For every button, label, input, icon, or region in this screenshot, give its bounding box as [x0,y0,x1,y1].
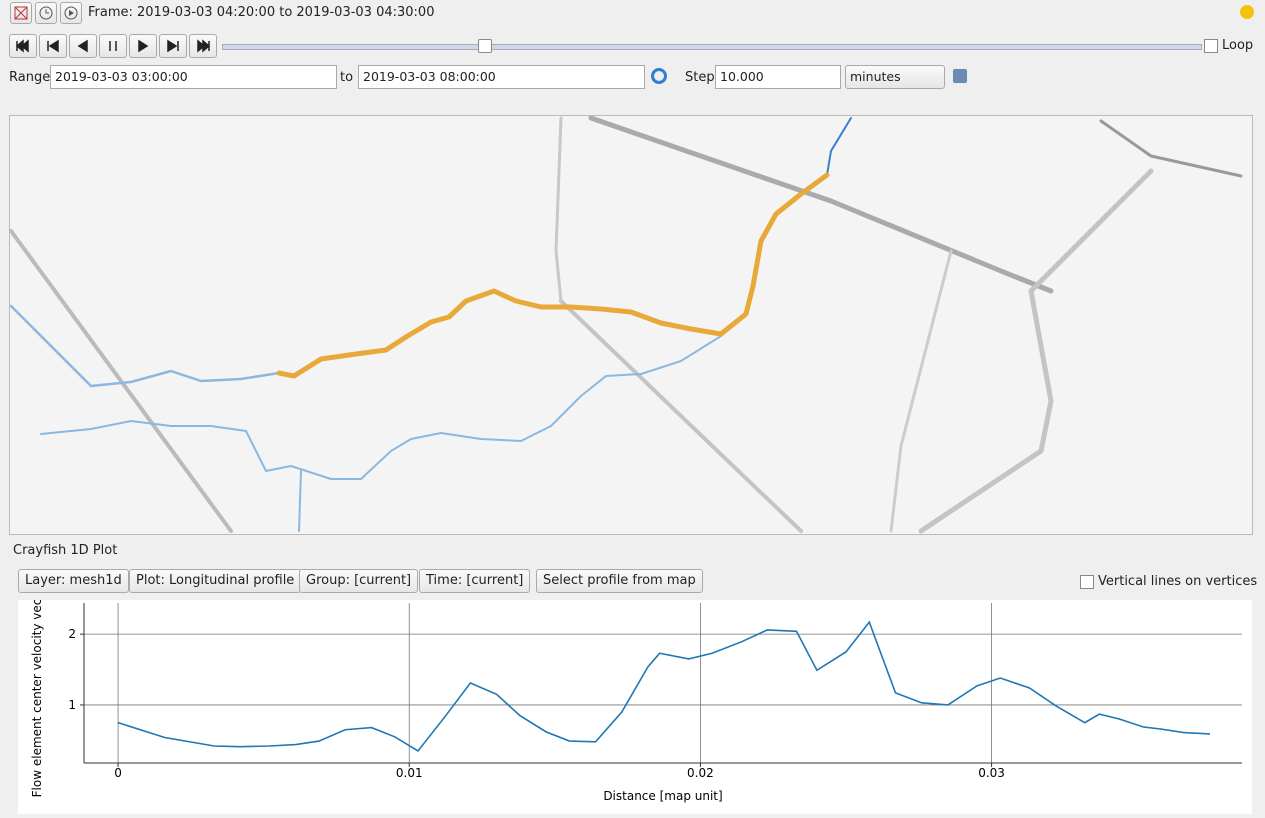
icon [47,39,59,53]
to-label: to [340,70,354,85]
playback-button[interactable] [99,34,127,58]
frame-label: Frame: 2019-03-03 04:20:00 to 2019-03-03… [88,5,435,20]
animate-button[interactable] [60,2,82,24]
panel-button[interactable]: Time: [current] [419,569,531,593]
y-tick-label: 2 [68,627,76,641]
panel-button[interactable]: Group: [current] [299,569,419,593]
icon [15,39,29,53]
step-unit-select[interactable]: minutes [845,65,945,89]
icon [77,39,88,53]
icon [197,39,211,53]
panel-button[interactable]: Layer: mesh1d [18,569,129,593]
plot: 0 0.01 0.02 0.03 1 2 Distance [map unit] Flow e… [18,600,1252,814]
settings-icon[interactable] [1240,5,1254,19]
panel-button[interactable]: Select profile from map [536,569,703,593]
step-input[interactable]: 10.000 [715,65,841,89]
step-label: Step [685,70,715,85]
x-axis-label: Distance [map unit] [603,789,722,803]
refresh-button[interactable] [651,68,667,84]
panel-button[interactable]: Plot: Longitudinal profile [129,569,302,593]
icon [109,41,117,51]
clock-button[interactable] [35,2,57,24]
playback-button[interactable] [69,34,97,58]
x-tick-label: 0 [114,766,122,780]
x-tick-label: 0.03 [978,766,1005,780]
range-from-input[interactable]: 2019-03-03 03:00:00 [50,65,337,89]
line-series [117,620,1211,753]
x-tick-label: 0.01 [396,766,423,780]
time-slider[interactable] [222,44,1202,50]
playback-button[interactable] [159,34,187,58]
range-to-input[interactable]: 2019-03-03 08:00:00 [358,65,645,89]
range-label: Range [9,70,51,85]
save-button[interactable] [953,69,967,83]
playback-button[interactable] [189,34,217,58]
stop-button[interactable] [10,2,32,24]
playback-button[interactable] [39,34,67,58]
panel-title: Crayfish 1D Plot [13,543,118,558]
icon [138,39,149,53]
loop-checkbox[interactable] [1204,39,1218,53]
loop-label: Loop [1222,38,1254,53]
map-canvas[interactable] [9,115,1253,535]
vertical-lines-label: Vertical lines on vertices [1098,574,1258,589]
icon [167,39,179,53]
playback-button[interactable] [129,34,157,58]
slider-handle[interactable] [478,39,492,53]
playback-button[interactable] [9,34,37,58]
vertical-lines-checkbox[interactable] [1080,575,1094,589]
y-tick-label: 1 [68,698,76,712]
y-axis-label: Flow element center velocity vec [30,600,44,797]
x-tick-label: 0.02 [687,766,714,780]
